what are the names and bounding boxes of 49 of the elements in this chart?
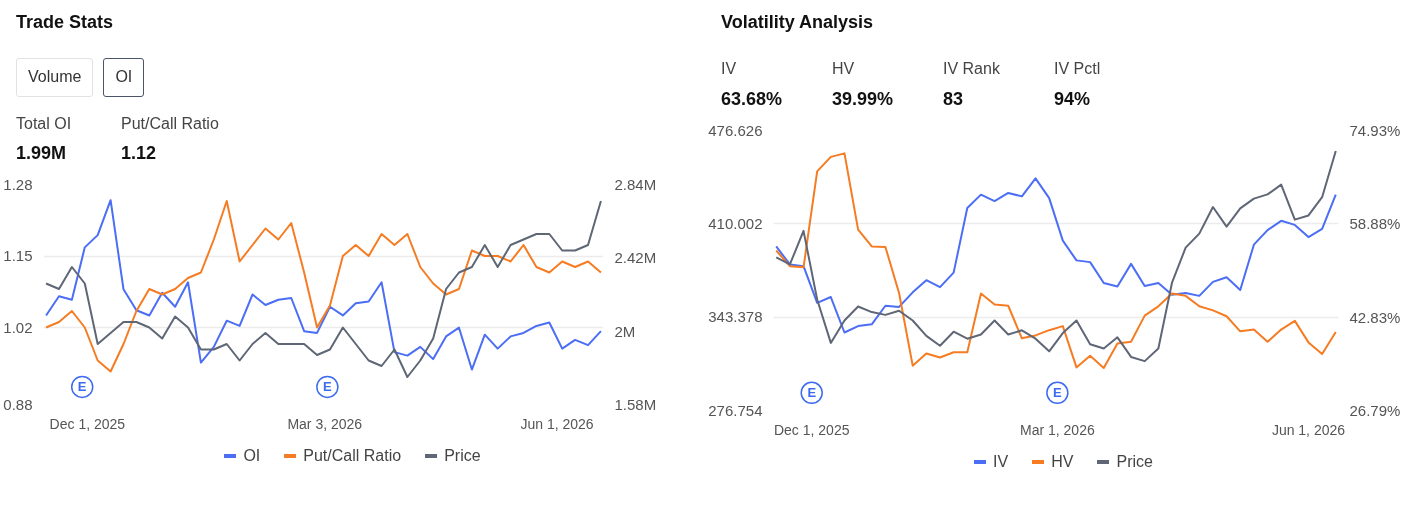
text: OI: [103, 57, 145, 97]
text: Put/Call Ratio: [121, 113, 220, 134]
text: Total OI: [16, 113, 73, 134]
x-tick-label: Mar 1, 2026: [1020, 421, 1095, 438]
y-tick-label: 410.002: [708, 214, 763, 232]
x-tick-label: Mar 3, 2026: [287, 415, 363, 432]
legend-label: Price: [1115, 451, 1153, 472]
text: 1.99M: [16, 142, 68, 166]
legend-label: HV: [1050, 451, 1074, 472]
y-tick-label: 276.754: [708, 401, 763, 419]
text: IV Pctl: [1054, 58, 1102, 79]
legend-label: Put/Call Ratio: [302, 445, 402, 466]
legend-label: Price: [443, 445, 481, 466]
y2-tick-label: 74.93%: [1349, 122, 1401, 139]
text: Volume: [16, 57, 94, 97]
y-tick-label: 1.02: [3, 318, 33, 336]
text: 39.99%: [832, 87, 895, 111]
y2-tick-label: 2M: [614, 322, 636, 340]
chart-title: Trade Stats: [16, 11, 115, 34]
x-tick-label: Jun 1, 2026: [1271, 421, 1346, 438]
legend-label: OI: [242, 445, 261, 466]
text: HV: [832, 58, 856, 79]
text: IV: [721, 58, 738, 79]
y-tick-label: 1.28: [3, 175, 33, 193]
line-series: [775, 177, 1337, 334]
annotation: E: [807, 385, 817, 401]
y-tick-label: 476.626: [708, 121, 763, 139]
y2-tick-label: 2.42M: [614, 249, 657, 267]
y-tick-label: 343.378: [708, 308, 763, 326]
x-tick-label: Dec 1, 2025: [773, 421, 850, 438]
y2-tick-label: 1.58M: [614, 396, 657, 413]
y-tick-label: 0.88: [3, 395, 33, 413]
chart-title: Volatility Analysis: [721, 11, 875, 34]
text: 63.68%: [721, 87, 784, 111]
x-tick-label: Dec 1, 2025: [49, 415, 126, 432]
y2-tick-label: 2.84M: [614, 176, 657, 193]
legend-label: IV: [992, 451, 1009, 472]
text: 94%: [1054, 87, 1092, 111]
text: 1.12: [121, 142, 158, 166]
annotation: E: [323, 379, 333, 395]
y2-tick-label: 26.79%: [1349, 402, 1401, 419]
y2-tick-label: 58.88%: [1349, 215, 1401, 233]
x-tick-label: Jun 1, 2026: [520, 415, 594, 432]
annotation: E: [77, 379, 87, 395]
text: 83: [943, 87, 965, 111]
y2-tick-label: 42.83%: [1349, 308, 1401, 326]
annotation: E: [1053, 385, 1063, 401]
text: IV Rank: [943, 58, 1001, 79]
y-tick-label: 1.15: [3, 247, 33, 264]
